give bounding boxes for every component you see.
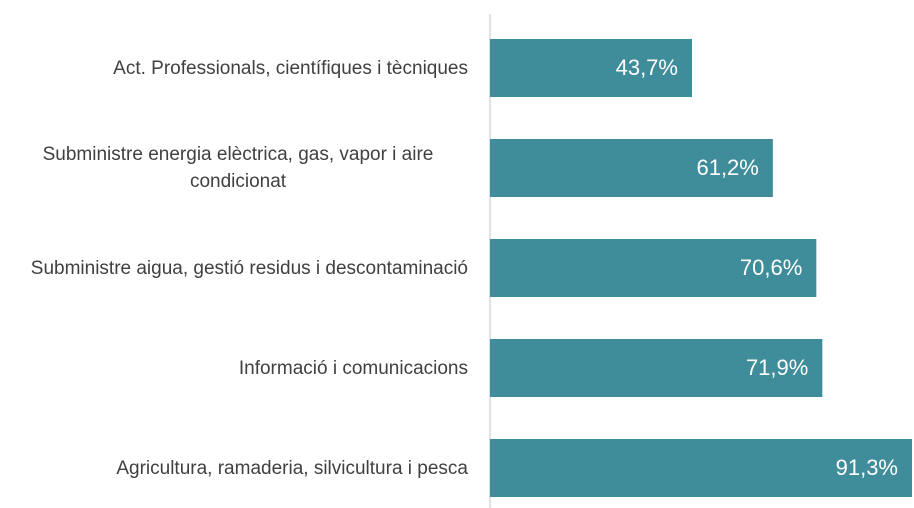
category-label: Informació i comunicacions	[238, 357, 468, 379]
category-label-box: Act. Professionals, científiques i tècni…	[8, 23, 468, 113]
value-label: 61,2%	[696, 155, 758, 180]
value-label: 71,9%	[746, 355, 808, 380]
value-label: 43,7%	[616, 55, 678, 80]
category-label-box: Subministre aigua, gestió residus i desc…	[8, 223, 468, 313]
value-label: 91,3%	[836, 455, 898, 480]
bar	[490, 339, 823, 397]
value-label: 70,6%	[740, 255, 802, 280]
bar	[490, 239, 817, 297]
category-label: Subministre aigua, gestió residus i desc…	[30, 257, 468, 279]
bar	[490, 139, 773, 197]
category-label-box: Subministre energia elèctrica, gas, vapo…	[8, 123, 468, 213]
bar	[490, 439, 912, 497]
category-label: Agricultura, ramaderia, silvicultura i p…	[116, 457, 468, 479]
bar	[490, 39, 692, 97]
category-label: Act. Professionals, científiques i tècni…	[113, 57, 468, 79]
category-label-box: Informació i comunicacions	[8, 323, 468, 413]
category-label: Subministre energia elèctrica, gas, vapo…	[42, 144, 434, 192]
category-label-box: Agricultura, ramaderia, silvicultura i p…	[8, 423, 468, 508]
